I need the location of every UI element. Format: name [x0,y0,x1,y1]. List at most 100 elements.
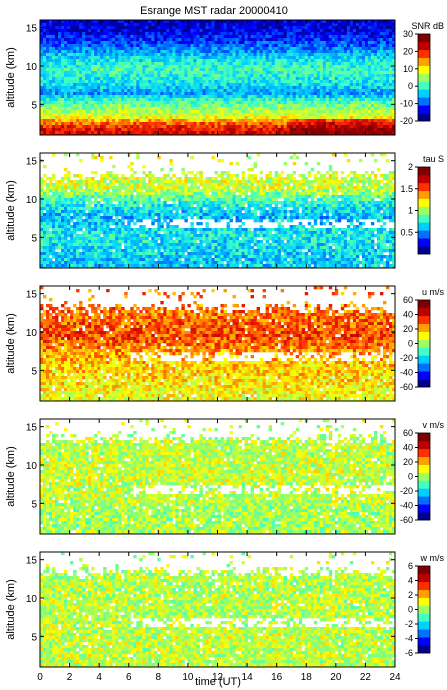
colorbar-tick-label: 40 [403,310,413,320]
y-tick-label: 10 [26,195,38,206]
colorbar-v: -60 -40 -20 0 20 40 60 v m/s [400,420,445,525]
colorbar-tick-label: 40 [403,443,413,453]
colorbar-segment [418,440,430,450]
y-tick-label: 15 [26,157,38,168]
colorbar-segment [418,307,430,317]
colorbar-segment [418,589,430,598]
colorbar-tick-label: 6 [408,561,413,571]
colorbar-segment [418,363,430,372]
colorbar-segment [418,65,430,74]
colorbar-segment [418,379,430,388]
colorbar-segment [418,605,430,614]
colorbar-segment [418,581,430,591]
y-tick-label: 5 [31,366,37,377]
y-tick-label: 10 [26,62,38,73]
colorbar-tick-label: -2 [405,619,413,629]
x-tick-label: 18 [301,672,313,683]
colorbar-segment [418,105,430,114]
y-tick-label: 5 [31,100,37,111]
colorbar-segment [418,597,430,606]
heatmap-snr [40,20,395,135]
colorbar-segment [418,167,430,176]
colorbar-tick-label: 10 [403,64,413,74]
colorbar-segment [418,97,430,106]
colorbar-segment [418,246,430,255]
colorbar-segment [418,206,430,215]
colorbar-segment [418,222,430,231]
colorbar-label: w m/s [420,553,445,563]
colorbar-tick-label: -10 [400,99,413,109]
colorbar-segment [418,355,430,364]
panel-v: 5 10 15 altitude (km) -60 -40 -20 0 20 40 60 v m/s [5,418,445,535]
y-tick-label: 10 [26,594,38,605]
y-axis-label: altitude (km) [5,446,17,507]
colorbar-tick-label: 20 [403,457,413,467]
y-tick-label: 5 [31,632,37,643]
colorbar-segment [418,81,430,90]
x-tick-label: 22 [360,672,372,683]
x-tick-label: 16 [271,672,283,683]
colorbar-segment [418,488,430,497]
colorbar-tick-label: 0.5 [400,227,413,237]
colorbar-tick-label: -40 [400,501,413,511]
colorbar-segment [418,566,430,575]
y-tick-label: 5 [31,499,37,510]
colorbar-tick-label: 30 [403,29,413,39]
colorbar-tick-label: -60 [400,515,413,525]
x-tick-label: 14 [242,672,254,683]
colorbar-tick-label: -40 [400,368,413,378]
heatmap-v [40,419,395,534]
colorbar-tick-label: 20 [403,46,413,56]
y-tick-label: 10 [26,328,38,339]
colorbar-segment [418,89,430,98]
colorbar-segment [418,323,430,332]
colorbar-segment [418,637,430,646]
colorbar-tau: 0.5 1 1.5 2 tau S [400,154,444,255]
panel-tau: 5 10 15 altitude (km) 0.5 1 1.5 2 tau S [5,152,444,269]
panel-w: 5 10 15 altitude (km) -6 -4 -2 0 2 4 6 w m/s [5,551,445,668]
y-axis-label: altitude (km) [5,579,17,640]
colorbar-tick-label: 2 [408,162,413,172]
colorbar-segment [418,113,430,122]
colorbar-segment [418,371,430,380]
colorbar-tick-label: 1 [408,206,413,216]
colorbar-tick-label: -4 [405,634,413,644]
colorbar-tick-label: -20 [400,353,413,363]
colorbar-tick-label: 2 [408,590,413,600]
x-tick-label: 8 [156,672,162,683]
x-tick-label: 12 [212,672,224,683]
colorbar-w: -6 -4 -2 0 2 4 6 w m/s [405,553,445,658]
colorbar-segment [418,504,430,513]
colorbar-segment [418,645,430,654]
y-axis-label: altitude (km) [5,313,17,374]
colorbar-segment [418,496,430,505]
colorbar-tick-label: -60 [400,382,413,392]
colorbar-segment [418,613,430,622]
figure-title: Esrange MST radar 20000410 [140,5,288,17]
heatmap-tau [40,153,395,268]
colorbar-tick-label: 60 [403,428,413,438]
x-axis-label: time (UT) [195,676,241,688]
colorbar-segment [418,629,430,638]
colorbar-segment [418,41,430,51]
colorbar-segment [418,621,430,630]
x-tick-label: 0 [37,672,43,683]
colorbar-tick-label: 20 [403,324,413,334]
colorbar-segment [418,315,430,325]
colorbar-segment [418,182,430,192]
colorbar-tick-label: -20 [400,116,413,126]
x-tick-label: 10 [182,672,194,683]
heatmap-w [40,552,395,667]
colorbar-tick-label: 0 [408,472,413,482]
colorbar-segment [418,49,430,59]
y-tick-label: 5 [31,233,37,244]
colorbar-tick-label: 0 [408,81,413,91]
y-tick-label: 15 [26,556,38,567]
x-tick-label: 24 [389,672,401,683]
colorbar-tick-label: 4 [408,576,413,586]
panel-u: 5 10 15 altitude (km) -60 -40 -20 0 20 40 60 u m/s [5,285,445,402]
colorbar-u: -60 -40 -20 0 20 40 60 u m/s [400,287,445,392]
colorbar-tick-label: -20 [400,486,413,496]
